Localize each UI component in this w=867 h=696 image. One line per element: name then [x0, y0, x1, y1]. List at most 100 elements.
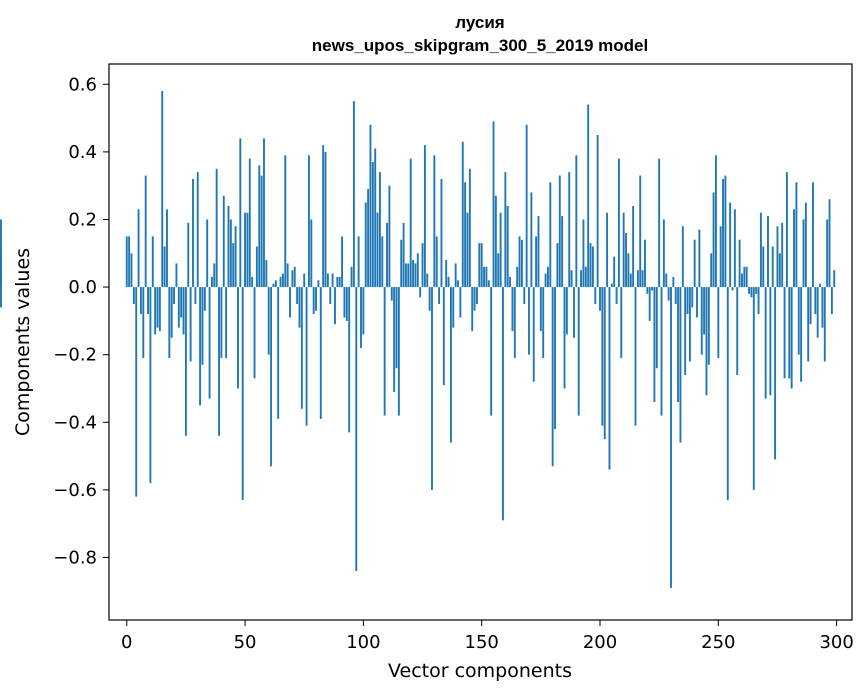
- bar: [591, 246, 594, 288]
- bar: [466, 212, 469, 288]
- bar: [397, 287, 400, 416]
- bar: [812, 182, 814, 288]
- bar: [447, 276, 450, 288]
- bar: [255, 246, 258, 288]
- bar: [374, 148, 377, 288]
- bar: [494, 195, 497, 288]
- bar: [166, 209, 168, 288]
- bar: [731, 287, 734, 291]
- bar: [218, 287, 220, 436]
- bar: [128, 236, 131, 288]
- y-tick-label: 0.4: [68, 142, 97, 163]
- bar: [589, 243, 592, 288]
- bar: [251, 276, 254, 288]
- bar: [395, 287, 398, 369]
- bar: [620, 287, 623, 359]
- plot-frame: [108, 63, 853, 621]
- bar: [513, 287, 516, 359]
- bar: [263, 138, 265, 288]
- bar: [577, 287, 580, 416]
- bar: [674, 287, 677, 304]
- bar: [270, 287, 273, 467]
- bar: [151, 236, 154, 288]
- bar: [714, 155, 717, 288]
- bar: [485, 266, 488, 288]
- bar: [300, 287, 303, 409]
- bar: [360, 287, 362, 348]
- bar: [457, 280, 459, 288]
- bar: [679, 287, 682, 443]
- x-axis-ticks: 0 50 100 150 200 250 300: [121, 620, 854, 653]
- bar: [532, 287, 535, 382]
- bar: [132, 287, 135, 304]
- bar: [149, 287, 152, 484]
- bar: [733, 209, 736, 288]
- bar: [750, 287, 753, 298]
- bar: [632, 205, 635, 288]
- bar: [705, 287, 708, 396]
- bar: [319, 287, 322, 419]
- bar: [324, 151, 327, 288]
- bar: [409, 158, 412, 288]
- bar: [537, 216, 540, 288]
- bar: [326, 273, 329, 288]
- bar: [428, 287, 431, 311]
- bar: [830, 287, 833, 315]
- bar: [341, 236, 344, 288]
- bar: [426, 273, 429, 288]
- bar: [783, 287, 786, 379]
- bar: [565, 287, 568, 335]
- y-tick-label: −0.8: [53, 547, 97, 568]
- bar: [816, 287, 819, 338]
- bar: [265, 260, 268, 288]
- bar: [707, 287, 710, 365]
- bar: [203, 287, 206, 311]
- bar: [568, 172, 571, 288]
- bar: [423, 145, 426, 288]
- bar: [0, 219, 2, 288]
- bar: [769, 287, 772, 396]
- y-axis-label: Components values: [12, 248, 34, 436]
- bar: [509, 276, 512, 288]
- bar: [667, 287, 670, 301]
- bar: [421, 243, 424, 288]
- bar: [0, 287, 2, 308]
- bar: [797, 287, 800, 355]
- bar: [681, 226, 684, 288]
- bar: [629, 273, 632, 288]
- bar: [774, 287, 777, 460]
- bar: [698, 229, 701, 288]
- bar: [232, 243, 235, 288]
- bar: [175, 263, 178, 288]
- bar: [369, 124, 372, 288]
- bar: [767, 216, 769, 288]
- x-tick-label: 300: [819, 632, 853, 653]
- bar: [764, 287, 767, 399]
- bar: [601, 287, 604, 426]
- bar: [814, 287, 817, 315]
- bar: [220, 287, 223, 359]
- bar: [613, 256, 616, 288]
- bar: [130, 253, 133, 288]
- bar: [594, 287, 597, 304]
- bar: [677, 287, 680, 402]
- bar: [239, 138, 242, 288]
- bar: [573, 287, 575, 338]
- bar: [277, 287, 280, 419]
- bar: [147, 287, 149, 315]
- bar: [170, 287, 173, 338]
- bar: [636, 270, 639, 288]
- bar: [722, 178, 724, 288]
- bar: [819, 283, 821, 288]
- bar: [322, 145, 325, 288]
- bar: [177, 287, 180, 328]
- x-tick-label: 100: [346, 632, 380, 653]
- bar: [468, 168, 471, 288]
- bar: [348, 287, 351, 433]
- x-tick-label: 200: [583, 632, 617, 653]
- bar: [717, 287, 720, 359]
- bar: [570, 270, 573, 288]
- bar: [627, 253, 630, 288]
- bar: [625, 233, 627, 288]
